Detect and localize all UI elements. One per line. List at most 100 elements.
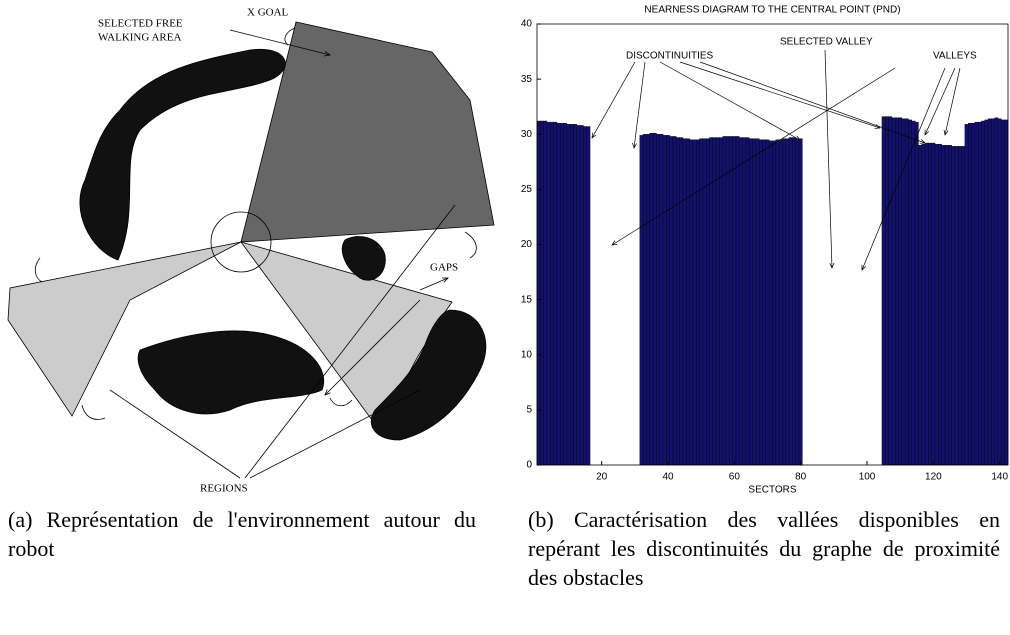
rotation-mark — [330, 398, 352, 406]
x-tick-label: 120 — [925, 472, 942, 483]
bar — [547, 122, 550, 465]
bar — [726, 136, 729, 465]
bar — [743, 138, 746, 465]
x-tick-label: 100 — [859, 472, 876, 483]
bar — [972, 123, 975, 465]
chart-annotation: SELECTED VALLEY — [780, 37, 873, 48]
bar — [683, 139, 686, 465]
bar — [968, 123, 971, 465]
bar — [955, 146, 958, 465]
bar — [895, 118, 898, 465]
bar — [550, 122, 553, 465]
bar — [753, 139, 756, 465]
bar — [713, 138, 716, 465]
bar — [573, 124, 576, 465]
y-tick-label: 40 — [521, 19, 533, 30]
bar — [985, 120, 988, 465]
bar — [796, 139, 799, 465]
rotation-mark — [35, 258, 42, 282]
chart-annotation: DISCONTINUITIES — [626, 51, 714, 62]
y-tick-label: 20 — [521, 239, 533, 250]
bar — [700, 139, 703, 465]
bar — [759, 140, 762, 465]
y-tick-label: 0 — [526, 460, 532, 471]
bar — [690, 140, 693, 465]
bar — [935, 144, 938, 465]
bar — [537, 121, 540, 465]
bar — [995, 118, 998, 465]
bar — [736, 136, 739, 465]
environment-diagram — [8, 22, 494, 478]
bar — [962, 146, 965, 465]
bar — [991, 119, 994, 465]
bar — [998, 119, 1001, 465]
bar — [564, 123, 567, 465]
x-tick-label: 40 — [662, 472, 674, 483]
bar — [779, 140, 782, 465]
bar — [905, 119, 908, 465]
chart-title: NEARNESS DIAGRAM TO THE CENTRAL POINT (P… — [644, 5, 900, 16]
y-tick-label: 25 — [521, 184, 533, 195]
bar — [908, 120, 911, 465]
bar — [922, 144, 925, 465]
y-tick-label: 35 — [521, 74, 533, 85]
diagram-label: WALKING AREA — [98, 32, 181, 44]
bar — [680, 138, 683, 465]
bar — [670, 136, 673, 465]
bar — [663, 135, 666, 465]
bar — [885, 117, 888, 465]
bar — [978, 122, 981, 465]
bar — [1001, 120, 1004, 465]
bar — [756, 139, 759, 465]
bar — [965, 124, 968, 465]
y-tick-label: 10 — [521, 349, 533, 360]
bar — [666, 135, 669, 465]
bar — [958, 146, 961, 465]
bar — [749, 139, 752, 465]
bar — [902, 119, 905, 465]
bar — [693, 140, 696, 465]
bar — [583, 127, 586, 465]
bar — [942, 145, 945, 465]
bar — [643, 134, 646, 465]
figure: SELECTED FREE WALKING AREA X GOAL GAPS R… — [0, 0, 1010, 635]
bar — [676, 138, 679, 465]
x-tick-label: 20 — [596, 472, 608, 483]
bar — [769, 141, 772, 465]
x-tick-label: 140 — [991, 472, 1008, 483]
rotation-mark — [465, 232, 476, 258]
diagram-label: X GOAL — [247, 7, 289, 19]
bar — [709, 138, 712, 465]
bar — [660, 134, 663, 465]
bar — [540, 121, 543, 465]
bar — [773, 141, 776, 465]
diagram-label: SELECTED FREE — [98, 18, 183, 30]
y-tick-label: 15 — [521, 294, 533, 305]
bar — [782, 139, 785, 465]
bar — [646, 134, 649, 465]
bar — [719, 138, 722, 465]
bar — [650, 133, 653, 465]
bar — [706, 139, 709, 465]
bar — [928, 143, 931, 465]
bar — [925, 143, 928, 465]
bar — [570, 124, 573, 465]
bar — [716, 138, 719, 465]
bar — [554, 122, 557, 465]
bar — [932, 143, 935, 465]
bar — [912, 121, 915, 465]
bar — [915, 122, 918, 465]
bar — [577, 125, 580, 465]
bar — [981, 121, 984, 465]
bar — [786, 139, 789, 465]
chart-annotation: VALLEYS — [933, 51, 977, 62]
bar — [587, 127, 590, 465]
bar — [899, 118, 902, 465]
bar — [882, 117, 885, 465]
bar — [988, 119, 991, 465]
obstacle — [138, 331, 324, 414]
figure-graphics: SELECTED FREE WALKING AREA X GOAL GAPS R… — [0, 0, 1010, 500]
bar — [945, 145, 948, 465]
bar — [640, 135, 643, 465]
y-tick-label: 5 — [526, 405, 532, 416]
